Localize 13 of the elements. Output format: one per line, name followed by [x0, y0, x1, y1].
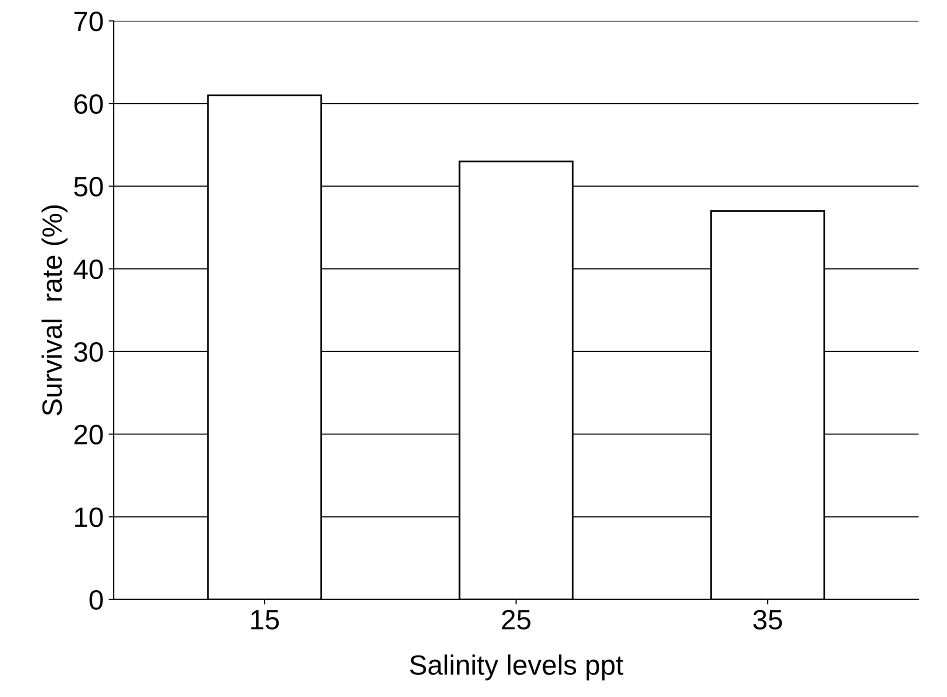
y-tick-label: 60 — [74, 94, 103, 114]
y-tick-label: 0 — [90, 590, 103, 610]
y-tick-label: 50 — [74, 176, 103, 197]
y-tick-label: 30 — [74, 342, 103, 362]
x-tick-label: 35 — [753, 610, 782, 630]
y-tick-label: 70 — [74, 12, 103, 32]
y-tick-label: 20 — [74, 424, 103, 444]
y-tick-label: 10 — [75, 507, 103, 528]
x-tick-label: 15 — [251, 610, 279, 630]
y-tick-label: 40 — [74, 260, 103, 280]
y-axis-title: Survival rate (%) — [42, 205, 68, 416]
x-tick-label: 25 — [502, 610, 530, 630]
x-axis-title: Salinity levels ppt — [410, 654, 624, 680]
